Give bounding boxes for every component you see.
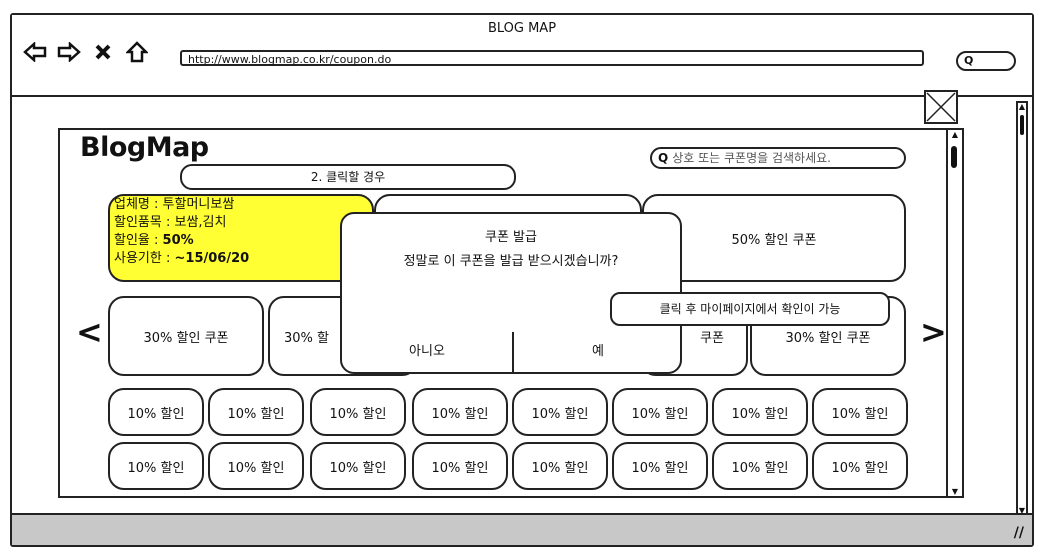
- coupon-chip[interactable]: 10% 할인: [812, 442, 908, 490]
- dialog-message: 정말로 이 쿠폰을 발급 받으시겠습니까?: [403, 254, 619, 269]
- callout-mypage-note: 클릭 후 마이페이지에서 확인이 가능: [610, 292, 890, 326]
- coupon-chip[interactable]: 10% 할인: [512, 388, 608, 436]
- home-icon[interactable]: [124, 39, 150, 65]
- site-logo[interactable]: BlogMap: [80, 132, 209, 163]
- dialog-title: 쿠폰 발급: [485, 230, 537, 245]
- chevron-left-icon[interactable]: <: [76, 313, 103, 351]
- coupon-card-label: 50% 할인 쿠폰: [731, 232, 817, 248]
- coupon-chip[interactable]: 10% 할인: [612, 442, 708, 490]
- coupon-chip[interactable]: 10% 할인: [108, 388, 204, 436]
- info-line-items: 할인품목 : 보쌈,김치: [114, 215, 227, 230]
- coupon-chip[interactable]: 10% 할인: [412, 442, 508, 490]
- coupon-chip[interactable]: 10% 할인: [208, 388, 304, 436]
- url-input[interactable]: http://www.blogmap.co.kr/coupon.do: [180, 50, 924, 66]
- browser-scrollbar[interactable]: ▲ ▼: [1016, 101, 1028, 517]
- coupon-info-card[interactable]: 업체명 : 투할머니보쌈 할인품목 : 보쌈,김치 할인율 : 50% 사용기한…: [108, 194, 374, 282]
- scroll-up-icon[interactable]: ▲: [1018, 102, 1026, 111]
- blogmap-page: BlogMap Q 상호 또는 쿠폰명을 검색하세요. 업체명 : 투할머니보쌈 …: [58, 128, 964, 498]
- search-icon: Q: [964, 54, 974, 67]
- callout-click-note: 2. 클릭할 경우: [180, 164, 516, 190]
- close-icon[interactable]: [924, 90, 958, 124]
- nav-icons: [22, 39, 150, 65]
- chevron-right-icon[interactable]: >: [920, 313, 947, 351]
- scroll-thumb[interactable]: [1020, 115, 1024, 135]
- coupon-chip[interactable]: 10% 할인: [412, 388, 508, 436]
- browser-toolbar: BLOG MAP http://www.blogmap.co.kr/coupon…: [12, 15, 1032, 97]
- coupon-card[interactable]: 30% 할인 쿠폰: [108, 296, 264, 376]
- coupon-chip[interactable]: 10% 할인: [712, 442, 808, 490]
- info-line-expiry: 사용기한 : ~15/06/20: [114, 251, 250, 266]
- coupon-chip[interactable]: 10% 할인: [712, 388, 808, 436]
- status-bar: //: [12, 513, 1032, 545]
- coupon-chip[interactable]: 10% 할인: [512, 442, 608, 490]
- coupon-chip[interactable]: 10% 할인: [108, 442, 204, 490]
- info-line-rate: 할인율 : 50%: [114, 233, 194, 248]
- info-line-company: 업체명 : 투할머니보쌈: [114, 197, 235, 212]
- dialog-yes-button[interactable]: 예: [592, 344, 604, 359]
- resize-grip-icon[interactable]: //: [1013, 525, 1024, 541]
- search-placeholder: 상호 또는 쿠폰명을 검색하세요.: [672, 151, 831, 165]
- coupon-chip[interactable]: 10% 할인: [812, 388, 908, 436]
- coupon-search-input[interactable]: Q 상호 또는 쿠폰명을 검색하세요.: [650, 147, 906, 169]
- search-icon: Q: [658, 151, 669, 165]
- page-scrollbar[interactable]: ▲ ▼: [946, 130, 962, 496]
- scroll-up-icon[interactable]: ▲: [951, 130, 959, 139]
- coupon-chip[interactable]: 10% 할인: [310, 442, 406, 490]
- browser-search-button[interactable]: Q: [956, 51, 1016, 71]
- coupon-card[interactable]: 50% 할인 쿠폰: [642, 194, 906, 282]
- coupon-chip[interactable]: 10% 할인: [612, 388, 708, 436]
- scroll-down-icon[interactable]: ▼: [1018, 506, 1026, 515]
- stop-x-icon[interactable]: [90, 39, 116, 65]
- dialog-no-button[interactable]: 아니오: [342, 332, 514, 372]
- window-title: BLOG MAP: [487, 21, 557, 36]
- coupon-chip[interactable]: 10% 할인: [310, 388, 406, 436]
- forward-arrow-icon[interactable]: [56, 39, 82, 65]
- back-arrow-icon[interactable]: [22, 39, 48, 65]
- coupon-chip[interactable]: 10% 할인: [208, 442, 304, 490]
- scroll-thumb[interactable]: [951, 146, 957, 168]
- scroll-down-icon[interactable]: ▼: [951, 487, 959, 496]
